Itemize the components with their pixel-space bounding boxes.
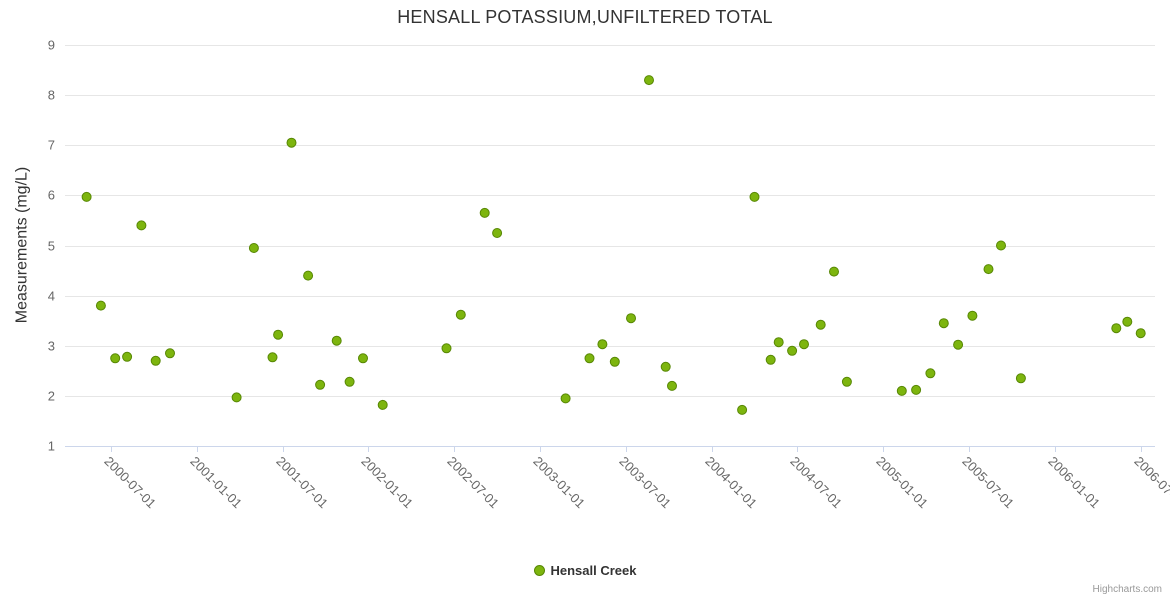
data-point[interactable] bbox=[479, 207, 490, 218]
data-point[interactable] bbox=[560, 393, 571, 404]
data-point[interactable] bbox=[331, 335, 342, 346]
data-point[interactable] bbox=[773, 337, 784, 348]
y-tick-label: 6 bbox=[48, 188, 55, 203]
x-tick-label: 2002-01-01 bbox=[358, 454, 416, 512]
y-tick-label: 5 bbox=[48, 239, 55, 254]
legend-marker-icon bbox=[533, 565, 545, 576]
data-point[interactable] bbox=[358, 353, 368, 364]
x-tick-label: 2003-01-01 bbox=[530, 454, 588, 512]
data-point[interactable] bbox=[377, 399, 388, 410]
x-tick-label: 2003-07-01 bbox=[616, 454, 674, 512]
data-point[interactable] bbox=[953, 339, 964, 350]
legend-series-label: Hensall Creek bbox=[550, 563, 637, 578]
data-point[interactable] bbox=[841, 376, 852, 387]
data-point[interactable] bbox=[925, 368, 936, 379]
y-tick-label: 4 bbox=[48, 289, 55, 304]
data-point[interactable] bbox=[597, 339, 608, 350]
x-tick-label: 2004-01-01 bbox=[702, 454, 760, 512]
data-point[interactable] bbox=[787, 345, 798, 356]
data-point[interactable] bbox=[273, 329, 284, 340]
data-point[interactable] bbox=[150, 355, 161, 366]
data-point[interactable] bbox=[303, 270, 314, 281]
y-tick-label: 1 bbox=[48, 439, 55, 454]
data-point[interactable] bbox=[996, 240, 1006, 251]
y-tick-label: 2 bbox=[48, 389, 55, 404]
y-tick-label: 3 bbox=[48, 339, 55, 354]
data-point[interactable] bbox=[896, 385, 907, 396]
x-tick-label: 2005-07-01 bbox=[959, 454, 1017, 512]
data-point[interactable] bbox=[344, 376, 355, 387]
x-tick-label: 2006-07-01 bbox=[1131, 454, 1170, 512]
data-point[interactable] bbox=[95, 300, 106, 311]
x-tick-label: 2006-01-01 bbox=[1045, 454, 1103, 512]
data-point[interactable] bbox=[165, 348, 175, 359]
data-point[interactable] bbox=[455, 309, 466, 320]
x-tick-label: 2001-01-01 bbox=[187, 454, 245, 512]
data-point[interactable] bbox=[609, 356, 620, 367]
y-tick-label: 9 bbox=[48, 38, 55, 53]
data-point[interactable] bbox=[584, 353, 595, 364]
data-point[interactable] bbox=[829, 266, 839, 277]
data-point[interactable] bbox=[315, 379, 326, 390]
data-point[interactable] bbox=[267, 352, 278, 363]
data-point[interactable] bbox=[644, 75, 654, 86]
data-point[interactable] bbox=[110, 353, 121, 364]
data-point[interactable] bbox=[1122, 316, 1133, 327]
data-point[interactable] bbox=[799, 339, 809, 350]
data-point[interactable] bbox=[81, 191, 92, 202]
data-point[interactable] bbox=[983, 264, 994, 275]
x-tick-label: 2004-07-01 bbox=[787, 454, 845, 512]
data-point[interactable] bbox=[749, 191, 760, 202]
highcharts-credits[interactable]: Highcharts.com bbox=[1092, 584, 1162, 595]
data-point[interactable] bbox=[1135, 328, 1146, 339]
data-point[interactable] bbox=[122, 351, 133, 362]
y-tick-label: 7 bbox=[48, 138, 55, 153]
data-point[interactable] bbox=[660, 361, 671, 372]
x-tick-label: 2000-07-01 bbox=[101, 454, 159, 512]
data-point[interactable] bbox=[737, 404, 748, 415]
data-point[interactable] bbox=[626, 313, 636, 324]
data-point[interactable] bbox=[1015, 373, 1026, 384]
data-point[interactable] bbox=[967, 310, 978, 321]
data-point[interactable] bbox=[441, 343, 452, 354]
data-point[interactable] bbox=[492, 228, 503, 238]
x-tick-label: 2005-01-01 bbox=[873, 454, 931, 512]
x-tick-label: 2001-07-01 bbox=[273, 454, 331, 512]
x-tick-label: 2002-07-01 bbox=[444, 454, 502, 512]
chart-title: HENSALL POTASSIUM,UNFILTERED TOTAL bbox=[397, 7, 773, 27]
data-point[interactable] bbox=[231, 392, 242, 403]
data-point[interactable] bbox=[1111, 323, 1122, 334]
data-point[interactable] bbox=[286, 137, 297, 148]
data-point[interactable] bbox=[815, 319, 826, 330]
data-point[interactable] bbox=[136, 220, 147, 231]
data-point[interactable] bbox=[765, 354, 776, 365]
data-point[interactable] bbox=[667, 380, 677, 391]
legend[interactable]: Hensall Creek bbox=[0, 563, 1170, 578]
data-point[interactable] bbox=[248, 243, 259, 253]
data-point[interactable] bbox=[911, 384, 922, 395]
y-tick-label: 8 bbox=[48, 88, 55, 103]
data-point[interactable] bbox=[938, 318, 949, 329]
